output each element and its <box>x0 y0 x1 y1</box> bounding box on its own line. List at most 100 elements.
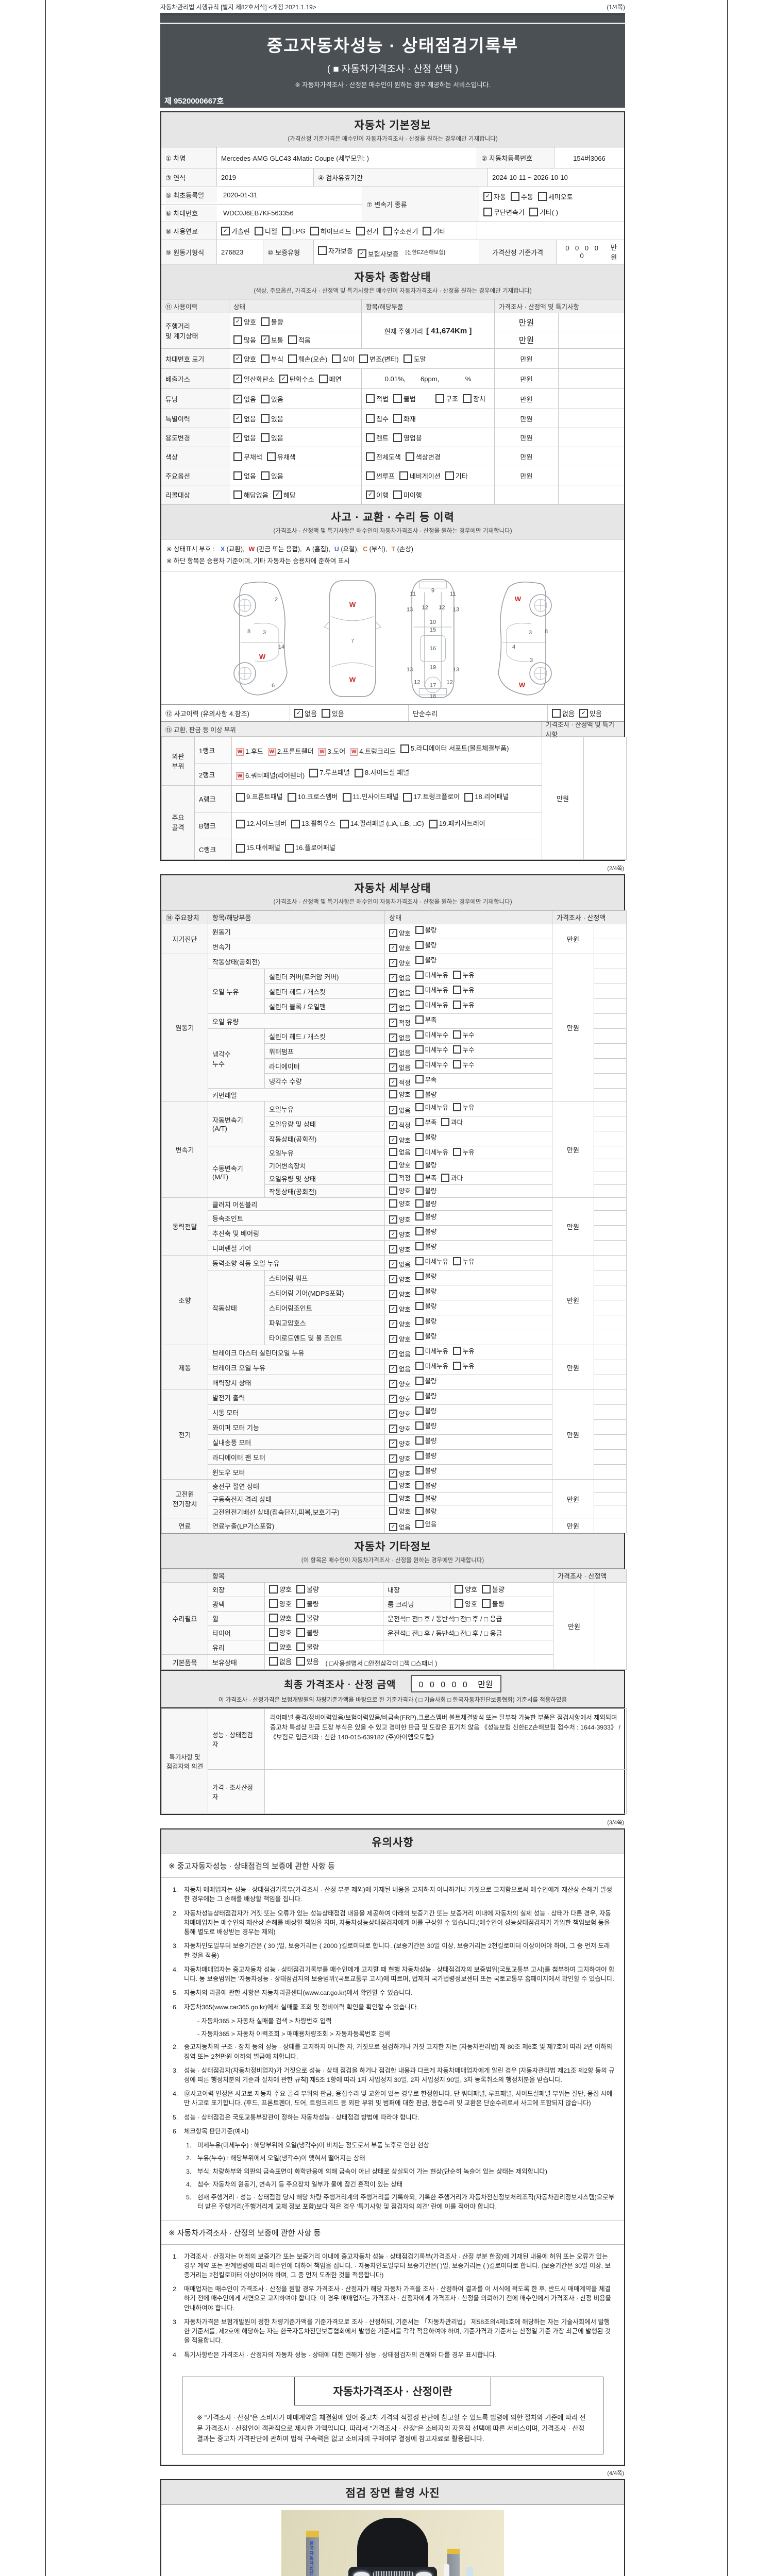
checkbox[interactable] <box>393 490 402 499</box>
checkbox[interactable] <box>233 471 242 480</box>
checkbox[interactable] <box>552 708 561 718</box>
checkbox[interactable] <box>393 414 402 423</box>
checkbox[interactable] <box>415 1436 424 1445</box>
checkbox[interactable] <box>366 433 375 442</box>
checkbox[interactable] <box>415 1421 424 1430</box>
checkbox-checked[interactable]: ✓ <box>294 708 303 718</box>
checkbox[interactable] <box>296 1614 305 1623</box>
checkbox[interactable] <box>415 1212 424 1221</box>
checkbox[interactable] <box>383 226 392 235</box>
checkbox[interactable] <box>415 1332 424 1341</box>
checkbox[interactable] <box>415 1227 424 1236</box>
checkbox[interactable] <box>481 1599 491 1608</box>
checkbox-checked[interactable]: ✓ <box>389 1439 397 1448</box>
checkbox-checked[interactable]: ✓ <box>279 374 288 383</box>
checkbox[interactable] <box>366 452 375 461</box>
checkbox[interactable] <box>415 1377 424 1385</box>
checkbox[interactable] <box>269 1585 278 1594</box>
checkbox[interactable] <box>415 1060 424 1069</box>
checkbox[interactable] <box>281 226 291 235</box>
checkbox[interactable] <box>309 768 318 777</box>
checkbox-checked[interactable]: ✓ <box>389 1395 397 1403</box>
checkbox[interactable] <box>463 394 472 403</box>
checkbox[interactable] <box>415 1406 424 1415</box>
checkbox[interactable] <box>415 1161 424 1170</box>
checkbox[interactable] <box>452 1103 461 1112</box>
checkbox[interactable] <box>537 192 547 201</box>
checkbox-checked[interactable]: ✓ <box>389 1063 397 1072</box>
checkbox[interactable] <box>445 471 454 480</box>
checkbox-checked[interactable]: ✓ <box>389 1260 397 1269</box>
checkbox[interactable] <box>452 1148 461 1157</box>
checkbox-checked[interactable]: ✓ <box>389 944 397 953</box>
checkbox[interactable] <box>452 1362 461 1370</box>
checkbox[interactable] <box>483 207 492 216</box>
checkbox[interactable] <box>269 1657 278 1666</box>
checkbox[interactable] <box>452 1257 461 1266</box>
checkbox[interactable] <box>415 1347 424 1355</box>
checkbox-checked[interactable]: ✓ <box>389 1275 397 1284</box>
checkbox[interactable] <box>403 793 412 802</box>
checkbox-checked[interactable]: ✓ <box>389 1335 397 1344</box>
checkbox[interactable] <box>356 226 365 235</box>
checkbox[interactable] <box>366 471 375 480</box>
checkbox[interactable] <box>452 1030 461 1039</box>
checkbox[interactable] <box>403 354 412 363</box>
checkbox[interactable] <box>415 1187 424 1195</box>
checkbox[interactable] <box>428 820 438 829</box>
checkbox[interactable] <box>415 1075 424 1084</box>
checkbox-checked[interactable]: ✓ <box>389 1290 397 1299</box>
checkbox[interactable] <box>269 1614 278 1623</box>
checkbox-checked[interactable]: ✓ <box>389 1019 397 1027</box>
checkbox[interactable] <box>399 471 408 480</box>
checkbox-checked[interactable]: ✓ <box>273 490 282 499</box>
checkbox-checked[interactable]: ✓ <box>233 414 242 423</box>
checkbox[interactable] <box>423 226 432 235</box>
checkbox[interactable] <box>342 793 351 802</box>
checkbox[interactable] <box>389 1481 397 1490</box>
checkbox[interactable] <box>529 207 538 216</box>
checkbox[interactable] <box>269 1642 278 1652</box>
checkbox[interactable] <box>400 744 409 753</box>
checkbox-checked[interactable]: ✓ <box>389 1469 397 1478</box>
checkbox[interactable] <box>415 1045 424 1054</box>
checkbox[interactable] <box>415 1242 424 1251</box>
checkbox[interactable] <box>233 452 242 461</box>
checkbox[interactable] <box>393 433 402 442</box>
checkbox[interactable] <box>389 1174 397 1182</box>
checkbox[interactable] <box>415 1199 424 1208</box>
checkbox-checked[interactable]: ✓ <box>389 1230 397 1239</box>
checkbox-checked[interactable]: ✓ <box>389 1350 397 1359</box>
checkbox[interactable] <box>415 941 424 950</box>
checkbox[interactable] <box>389 1507 397 1516</box>
checkbox-checked[interactable]: ✓ <box>389 989 397 997</box>
checkbox[interactable] <box>415 1015 424 1024</box>
checkbox[interactable] <box>389 1494 397 1503</box>
checkbox[interactable] <box>389 1090 397 1099</box>
checkbox-checked[interactable]: ✓ <box>233 354 242 363</box>
checkbox[interactable] <box>415 1507 424 1516</box>
checkbox-checked[interactable]: ✓ <box>389 1305 397 1314</box>
checkbox[interactable] <box>415 956 424 964</box>
checkbox[interactable] <box>405 452 414 461</box>
checkbox-checked[interactable]: ✓ <box>389 959 397 968</box>
checkbox-checked[interactable]: ✓ <box>260 335 270 344</box>
checkbox[interactable] <box>288 354 297 363</box>
checkbox-checked[interactable]: ✓ <box>233 374 242 383</box>
checkbox[interactable] <box>332 354 341 363</box>
checkbox[interactable] <box>452 1347 461 1355</box>
checkbox[interactable] <box>455 1585 463 1594</box>
checkbox[interactable] <box>415 1362 424 1370</box>
checkbox-checked[interactable]: ✓ <box>366 490 375 499</box>
checkbox[interactable] <box>415 1148 424 1157</box>
checkbox[interactable] <box>415 1103 424 1112</box>
checkbox[interactable] <box>269 1628 278 1637</box>
checkbox[interactable] <box>393 394 402 403</box>
checkbox-checked[interactable]: ✓ <box>233 317 242 327</box>
checkbox[interactable] <box>389 1148 397 1157</box>
checkbox[interactable] <box>260 354 270 363</box>
checkbox[interactable] <box>236 820 245 829</box>
checkbox-checked[interactable]: ✓ <box>389 1410 397 1418</box>
checkbox[interactable] <box>291 820 300 829</box>
checkbox[interactable] <box>415 1118 424 1127</box>
